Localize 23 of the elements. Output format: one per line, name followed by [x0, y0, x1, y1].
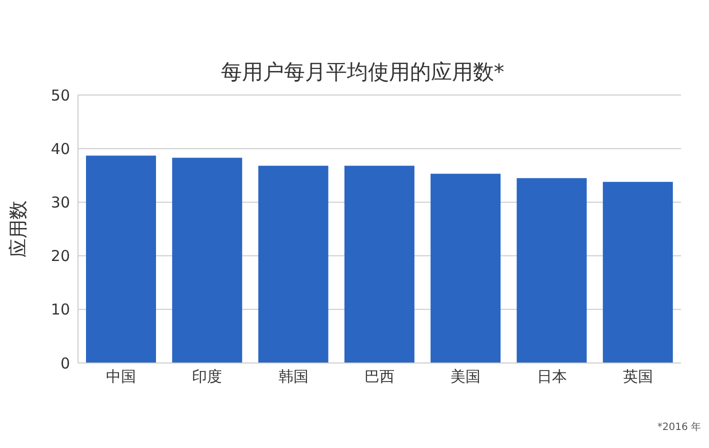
x-tick-label: 韩国 [278, 368, 308, 386]
text: *2016 年 [657, 421, 701, 434]
x-tick-label: 印度 [192, 368, 222, 386]
bar [86, 156, 156, 363]
bar [516, 178, 587, 363]
bar [344, 166, 414, 363]
x-tick-label: 中国 [106, 368, 136, 386]
bar [602, 182, 673, 363]
x-tick-label: 美国 [450, 368, 481, 386]
y-tick-label: 50 [50, 86, 70, 104]
y-tick-label: 40 [50, 140, 70, 158]
bar [172, 158, 242, 363]
bar [258, 166, 328, 363]
x-tick-label: 巴西 [364, 368, 394, 386]
y-axis-title: 应用数 [8, 200, 30, 258]
y-tick-label: 0 [60, 354, 70, 372]
bar [430, 174, 501, 363]
y-tick-label: 30 [50, 194, 70, 212]
x-tick-label: 日本 [536, 368, 567, 386]
y-tick-label: 20 [50, 247, 70, 266]
y-tick-label: 10 [50, 300, 70, 319]
x-tick-label: 英国 [622, 368, 653, 386]
chart-title: 每用户每月平均使用的应用数* [220, 59, 506, 86]
